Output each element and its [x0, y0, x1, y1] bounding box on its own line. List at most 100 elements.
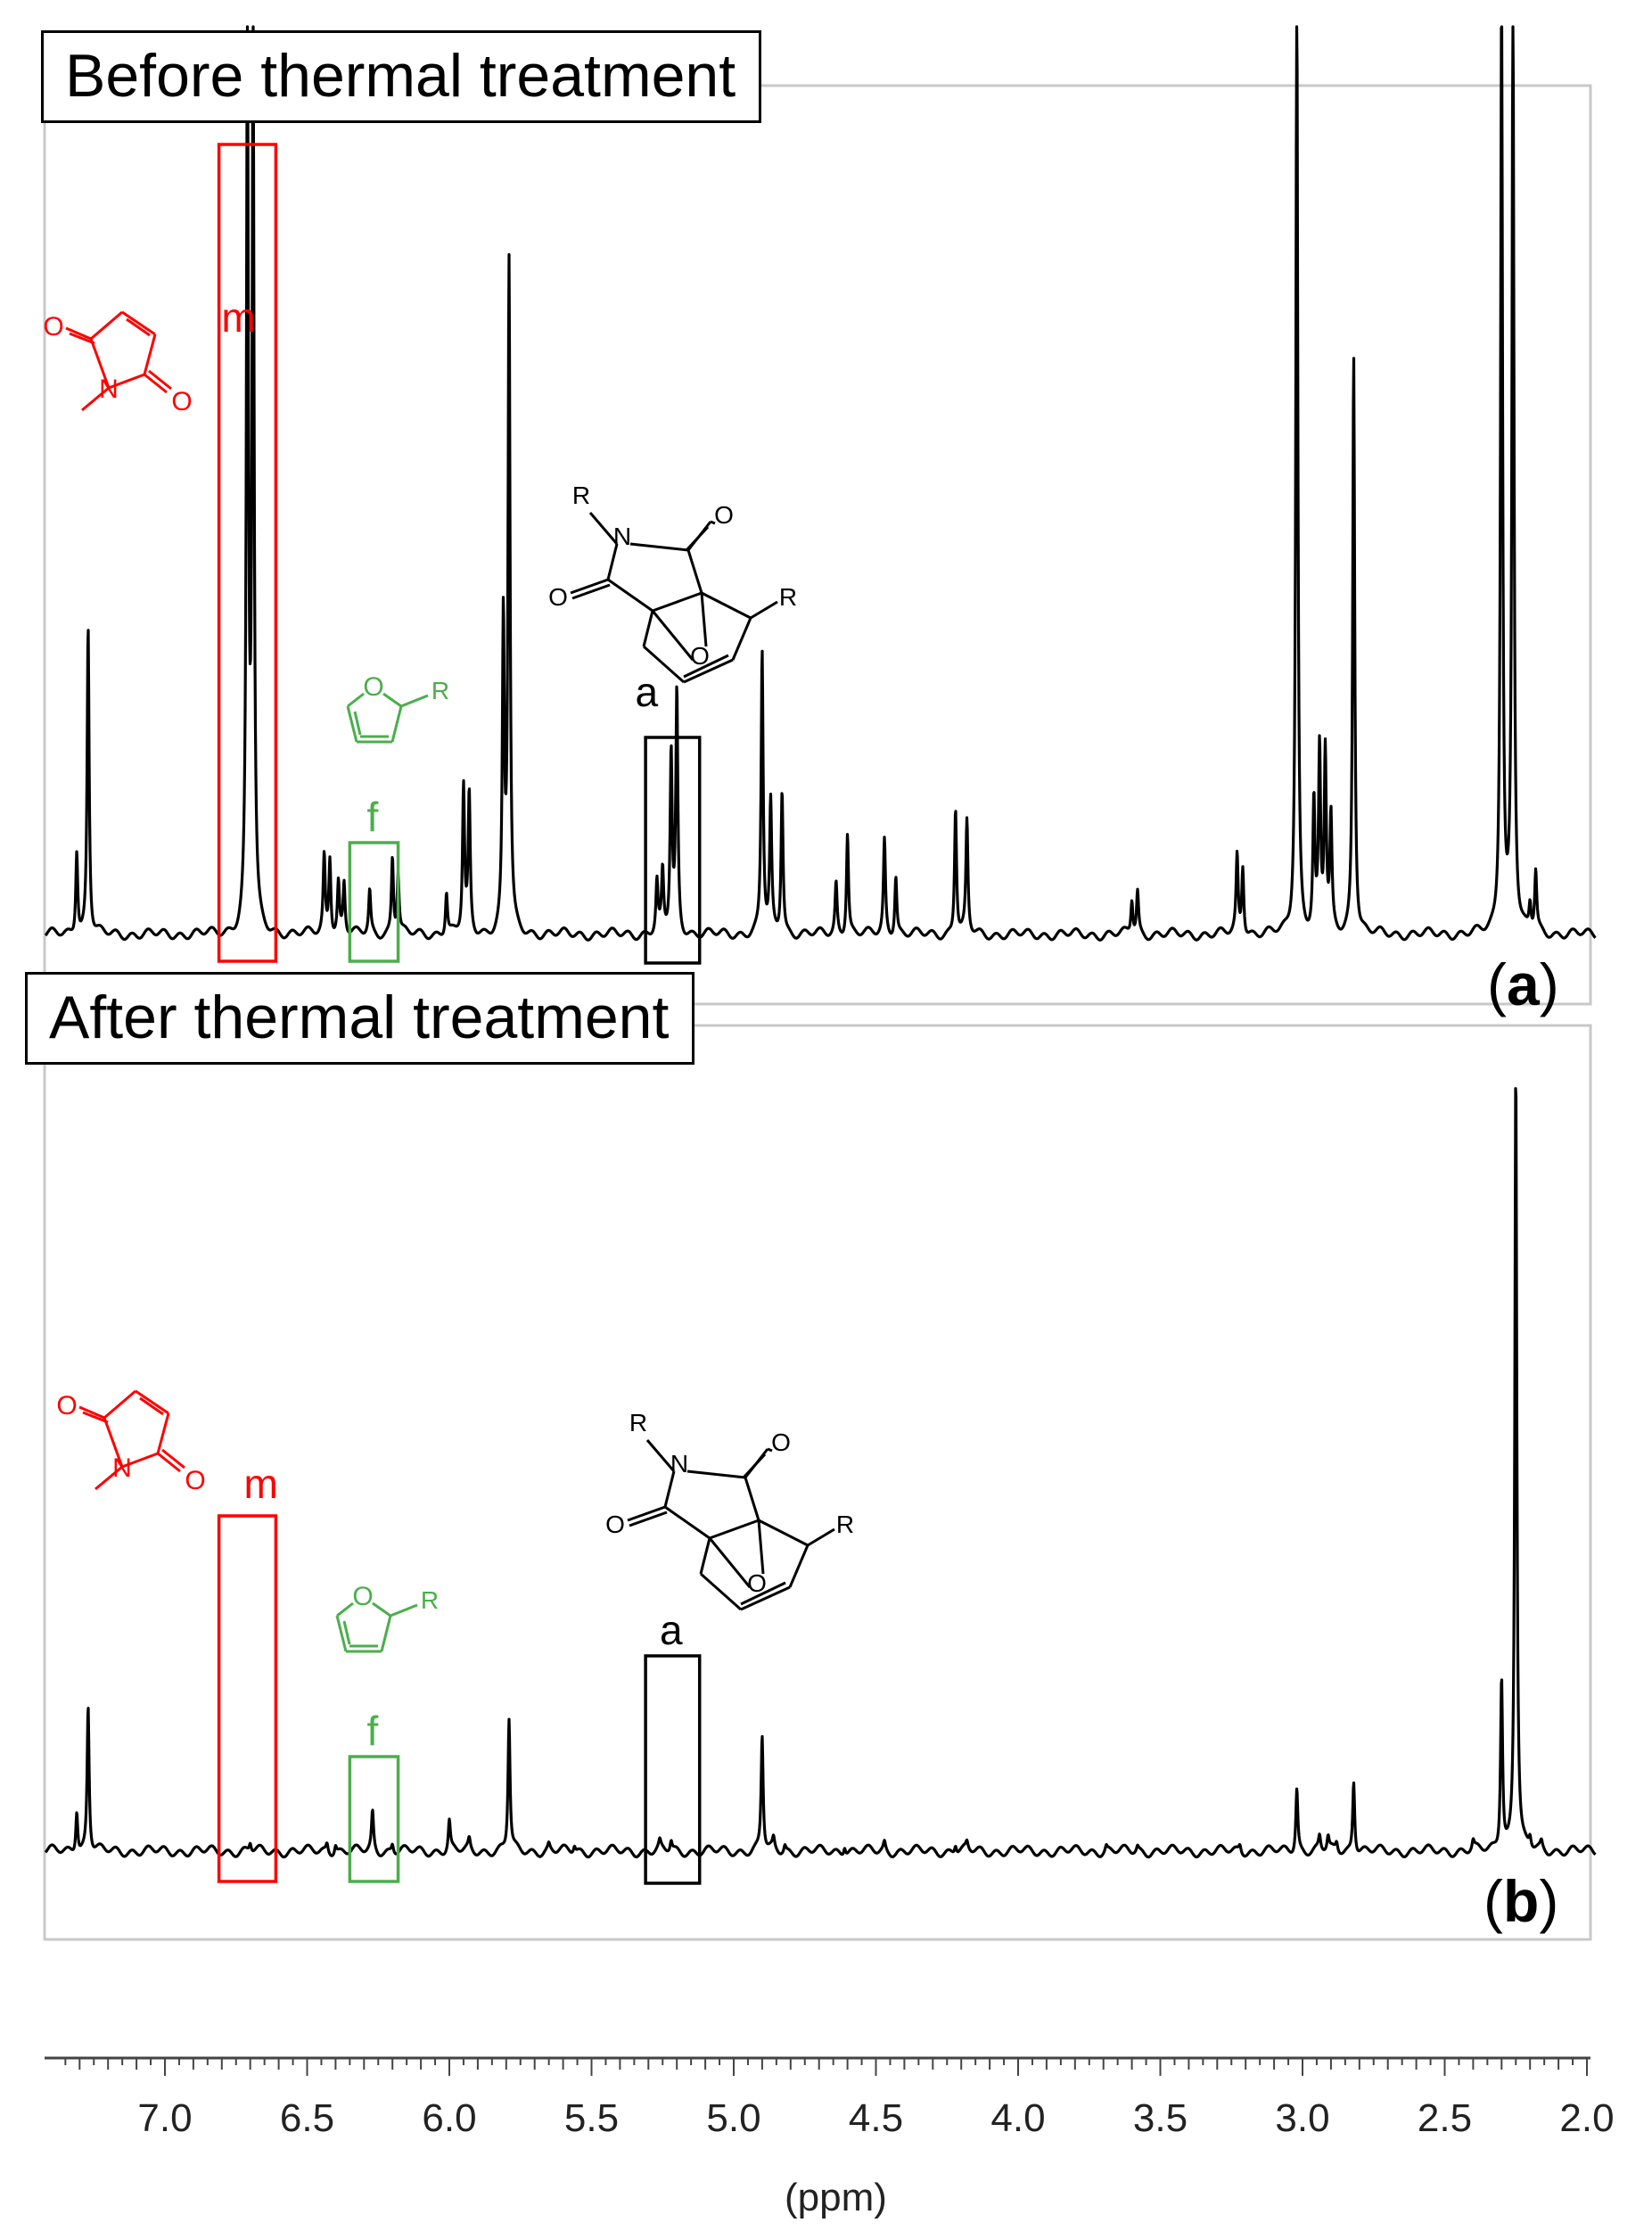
bond [78, 1405, 105, 1420]
x-tick-label: 2.0 [1559, 2096, 1614, 2140]
bond [347, 692, 365, 708]
bond [663, 1470, 676, 1508]
panel-b-frame [43, 1024, 1592, 1941]
bond [390, 1603, 418, 1618]
furan-o: O [352, 1582, 373, 1611]
maleimide-o-bottom: O [171, 387, 192, 416]
adduct-n: N [613, 523, 631, 550]
panel-a-title: Before thermal treatment [41, 30, 762, 123]
highlight-box-m-a [217, 143, 278, 963]
x-tick-label: 6.0 [422, 2096, 476, 2140]
x-tick-label: 4.5 [849, 2096, 903, 2140]
bond [126, 317, 151, 337]
bond [82, 1411, 109, 1424]
bond [651, 610, 694, 661]
x-tick-label: 4.0 [990, 2096, 1045, 2140]
maleimide-structure-b: O N O [56, 1389, 206, 1495]
bond [400, 694, 429, 708]
maleimide-o-bottom: O [185, 1466, 205, 1495]
bond [758, 1519, 809, 1547]
x-tick-label: 5.5 [564, 2096, 619, 2140]
annotation-label-m-a: m [221, 294, 255, 341]
bond [135, 1389, 169, 1415]
bond [81, 386, 110, 412]
x-tick-label: 7.0 [137, 2096, 192, 2140]
bond [336, 1601, 354, 1618]
adduct-o-left: O [605, 1511, 625, 1538]
adduct-o-top: O [771, 1428, 791, 1456]
highlight-box-a-a [644, 736, 702, 965]
bond [807, 1527, 835, 1547]
spectrum-before [44, 25, 1597, 942]
panel-b-border [43, 1024, 1592, 1941]
bond [372, 1601, 391, 1618]
highlight-box-f-b [348, 1755, 400, 1883]
panel-a-label: (a) [1487, 951, 1559, 1017]
bond [699, 1537, 711, 1575]
bond [645, 1439, 676, 1472]
annotation-label-a-b: a [660, 1607, 683, 1653]
bond [757, 1519, 765, 1575]
highlight-box-m-b [217, 1514, 278, 1883]
bond [139, 1396, 164, 1416]
bond [588, 512, 619, 545]
maleimide-n: N [99, 375, 119, 404]
bond [686, 549, 703, 594]
annotation-label-a-a: a [635, 669, 658, 715]
bond [664, 1505, 711, 1540]
adduct-r-n: R [629, 1409, 647, 1437]
bond [143, 333, 157, 375]
bond [108, 373, 145, 390]
annotation-label-m-b: m [244, 1461, 278, 1507]
bond [686, 1469, 746, 1479]
adduct-o-bridge: O [747, 1569, 767, 1597]
panel-a-border [43, 84, 1592, 1006]
highlight-box-a-b [644, 1654, 702, 1885]
bond [700, 592, 708, 647]
furan-r: R [431, 677, 449, 704]
bond [607, 578, 653, 613]
bond [683, 654, 729, 679]
bond [701, 591, 752, 620]
adduct-r-n: R [572, 482, 590, 509]
bond [353, 711, 362, 736]
bond [570, 578, 609, 595]
adduct-o-top: O [714, 501, 734, 529]
bond [767, 1447, 773, 1453]
maleimide-n: N [112, 1453, 132, 1483]
bond [606, 543, 619, 580]
adduct-n: N [670, 1450, 688, 1478]
bond [788, 1544, 810, 1588]
bond [642, 610, 654, 647]
annotation-label-f-b: f [366, 1708, 378, 1754]
bond [342, 1620, 351, 1645]
adduct-o-bridge: O [690, 642, 710, 670]
maleimide-o-top: O [43, 312, 63, 342]
bond [390, 705, 403, 743]
bond [700, 1572, 742, 1611]
adduct-r-c: R [836, 1511, 854, 1538]
x-tick-label: 6.5 [280, 2096, 334, 2140]
bond [95, 1465, 123, 1491]
panel-a-frame [43, 84, 1592, 1006]
bond [346, 705, 358, 743]
bond [121, 310, 156, 336]
bond [683, 658, 734, 684]
bond [629, 542, 689, 552]
adduct-r-c: R [779, 583, 797, 611]
bond [89, 338, 111, 389]
highlight-box-f-a [348, 841, 400, 963]
bond [629, 1511, 668, 1527]
x-tick-label: 5.0 [706, 2096, 760, 2140]
bond [744, 1477, 760, 1521]
spectrum-line-b [44, 1087, 1597, 1859]
bond [144, 373, 168, 394]
spectrum-after [44, 1087, 1597, 1859]
bond [90, 310, 123, 341]
maleimide-o-top: O [56, 1391, 77, 1420]
